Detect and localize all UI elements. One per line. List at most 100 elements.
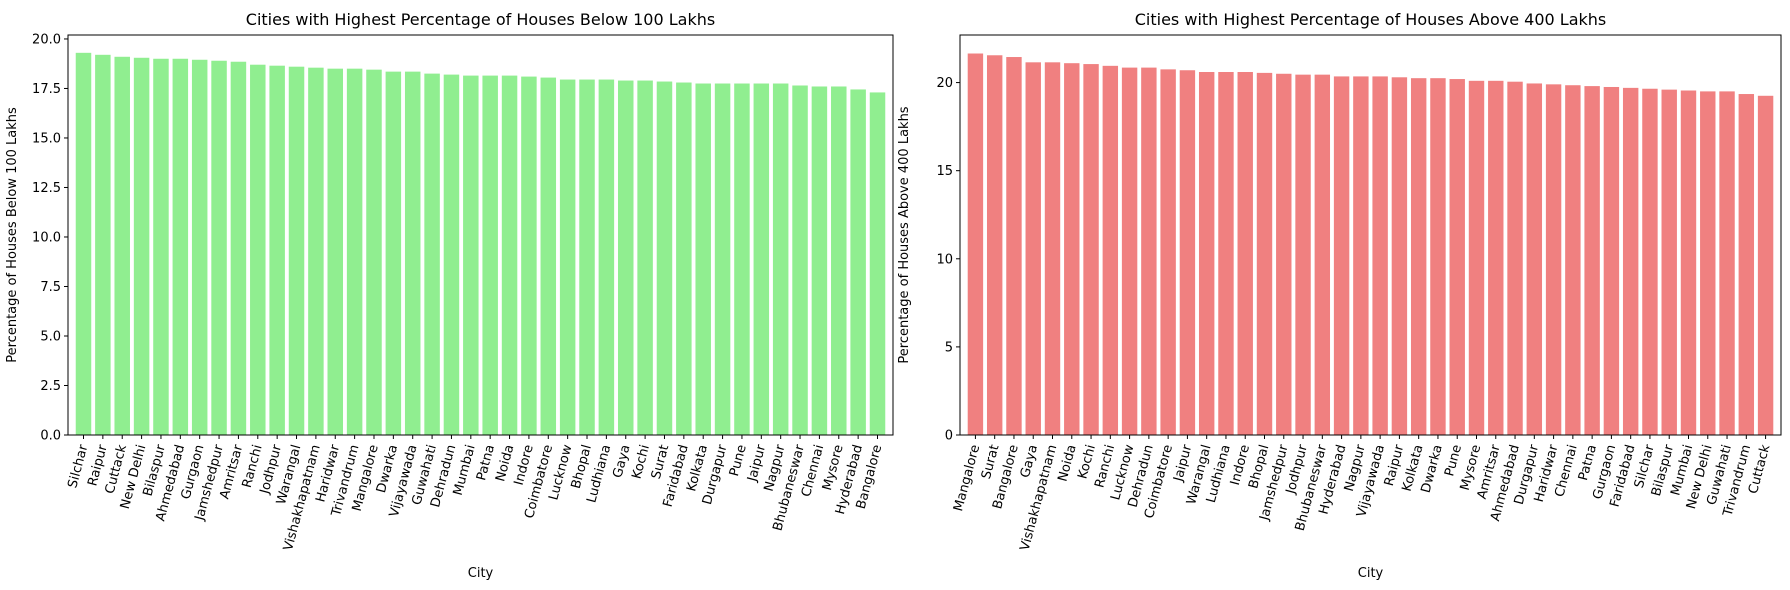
bar-dehradun	[443, 74, 460, 436]
bar-silchar	[1642, 88, 1658, 435]
bar-cuttack	[114, 56, 130, 436]
bar-ranchi	[250, 64, 266, 435]
bar-gaya	[618, 80, 634, 435]
bar-jamshedpur	[1276, 73, 1292, 436]
bar-amritsar	[230, 61, 247, 436]
y-axis-label-below-100: Percentage of Houses Below 100 Lakhs	[5, 107, 20, 363]
bar-jodhpur	[1295, 74, 1311, 435]
y-tick-label: 10.0	[32, 230, 61, 245]
bar-vishakhapatnam	[1044, 62, 1061, 435]
plot-frame	[67, 34, 894, 436]
bar-noida	[501, 75, 518, 436]
bar-surat	[656, 81, 673, 435]
bar-ahmedabad	[172, 58, 189, 435]
bar-dwarka	[385, 71, 402, 435]
y-tick-label: 20	[936, 76, 953, 91]
y-tick-label: 7.5	[40, 280, 61, 295]
y-tick-label: 5	[945, 340, 953, 355]
bar-guwahati	[424, 73, 440, 435]
bar-trivandrum	[346, 68, 363, 436]
bar-trivandrum	[1738, 94, 1755, 436]
bar-jaipur	[1179, 70, 1196, 435]
bar-faridabad	[676, 82, 692, 435]
bar-indore	[521, 76, 537, 435]
bar-mumbai	[1680, 90, 1697, 436]
bar-vijayawada	[404, 71, 421, 435]
bar-ludhiana	[1218, 72, 1234, 436]
y-tick-label: 0	[945, 429, 953, 444]
y-tick-label: 12.5	[32, 181, 61, 196]
bar-chennai	[811, 86, 828, 436]
bar-pune	[1449, 79, 1465, 436]
bar-mumbai	[463, 75, 479, 436]
bar-mysore	[1468, 80, 1485, 436]
bar-jamshedpur	[211, 60, 227, 435]
y-tick-label: 5.0	[40, 329, 61, 344]
bar-patna	[482, 75, 498, 436]
bar-raipur	[1391, 77, 1408, 436]
bar-gaya	[1025, 62, 1041, 435]
bar-patna	[1584, 86, 1600, 435]
bar-vijayawada	[1372, 76, 1388, 435]
bar-ranchi	[1102, 65, 1119, 435]
bar-indore	[1237, 72, 1253, 436]
bar-faridabad	[1622, 87, 1639, 435]
bar-silchar	[75, 52, 92, 436]
chart-title-above-400: Cities with Highest Percentage of Houses…	[1135, 10, 1606, 29]
bar-gurgaon	[191, 59, 208, 436]
bar-guwahati	[1719, 91, 1735, 435]
bar-new-delhi	[1700, 91, 1716, 435]
bar-vishakhapatnam	[308, 67, 324, 435]
bar-warangal	[288, 66, 305, 435]
bar-bhopal	[1256, 72, 1273, 435]
bar-dwarka	[1430, 78, 1446, 435]
x-axis-label-above-400: City	[1358, 566, 1384, 581]
bar-kochi	[637, 80, 653, 435]
bar-lucknow	[559, 79, 576, 436]
bar-mysore	[831, 86, 847, 436]
bar-bilaspur	[1661, 89, 1677, 435]
y-tick-label: 2.5	[40, 379, 61, 394]
chart-title-below-100: Cities with Highest Percentage of Houses…	[246, 10, 715, 29]
bar-raipur	[95, 54, 111, 436]
x-tick-label: Mangalore	[951, 443, 983, 513]
y-tick-label: 10	[936, 252, 953, 267]
bar-bhubaneswar	[1314, 74, 1331, 435]
bar-durgapur	[714, 83, 731, 435]
bar-gurgaon	[1603, 86, 1620, 436]
y-tick-label: 17.5	[32, 82, 61, 97]
bar-coimbatore	[1160, 69, 1176, 435]
bar-bhubaneswar	[792, 85, 808, 435]
right-bar-chart: Cities with Highest Percentage of Houses…	[897, 10, 1782, 581]
bar-bhopal	[579, 79, 595, 436]
bar-haridwar	[327, 68, 343, 436]
y-tick-label: 15	[936, 164, 953, 179]
bar-jodhpur	[269, 65, 285, 436]
left-bar-chart: Cities with Highest Percentage of Houses…	[5, 10, 894, 581]
bar-surat	[986, 55, 1003, 436]
bar-pune	[734, 83, 750, 435]
bar-lucknow	[1121, 67, 1138, 435]
bar-hyderabad	[850, 89, 866, 435]
bar-bangalore	[869, 92, 886, 435]
bar-ahmedabad	[1507, 81, 1523, 435]
bar-kochi	[1083, 64, 1099, 435]
bar-new-delhi	[133, 57, 150, 435]
bar-nagpur	[1353, 76, 1369, 435]
bar-hyderabad	[1333, 76, 1350, 435]
bar-mangalore	[366, 69, 382, 435]
bar-nagpur	[772, 83, 789, 435]
bar-ludhiana	[598, 79, 615, 436]
bar-bilaspur	[153, 58, 169, 435]
bar-jaipur	[753, 83, 770, 435]
y-axis-label-above-400: Percentage of Houses Above 400 Lakhs	[897, 106, 912, 363]
bar-kolkata	[695, 83, 711, 435]
bar-haridwar	[1545, 84, 1562, 436]
y-tick-label: 20.0	[32, 32, 61, 47]
bar-cuttack	[1757, 95, 1774, 435]
bar-amritsar	[1488, 80, 1504, 436]
plot-frame	[959, 34, 1782, 436]
y-tick-label: 15.0	[32, 131, 61, 146]
y-tick-label: 0.0	[40, 429, 61, 444]
